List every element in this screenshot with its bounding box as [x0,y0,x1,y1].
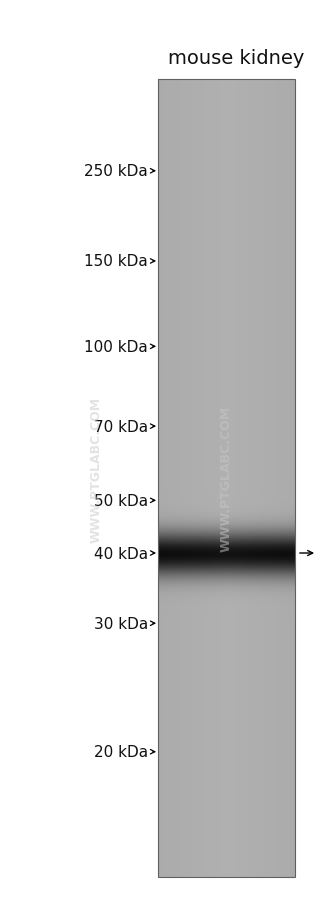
Text: WWW.PTGLABC.COM: WWW.PTGLABC.COM [220,406,233,551]
Text: WWW.PTGLABC.COM: WWW.PTGLABC.COM [90,396,102,542]
Text: 250 kDa: 250 kDa [84,164,148,179]
Bar [158,80,295,877]
Text: mouse kidney: mouse kidney [168,49,305,68]
Text: 150 kDa: 150 kDa [84,254,148,269]
Text: 50 kDa: 50 kDa [94,493,148,509]
Text: 30 kDa: 30 kDa [94,616,148,631]
Text: 20 kDa: 20 kDa [94,744,148,759]
Text: 100 kDa: 100 kDa [84,339,148,354]
Text: 70 kDa: 70 kDa [94,419,148,434]
Text: 40 kDa: 40 kDa [94,546,148,561]
